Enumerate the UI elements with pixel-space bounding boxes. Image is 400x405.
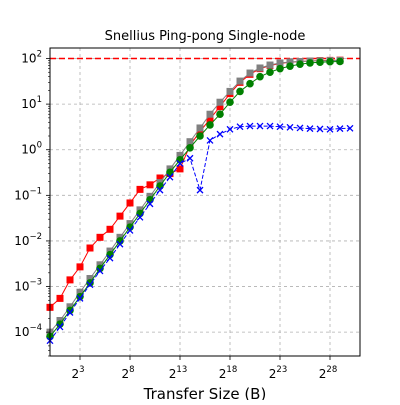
- data-point: [156, 182, 164, 190]
- data-point: [226, 98, 234, 106]
- data-point: [266, 68, 274, 76]
- x-axis-label: Transfer Size (B): [143, 385, 267, 400]
- plot-area: 23 28 213 218 223 228 102 101 100 10−1 10−2 10−3 10−…: [14, 48, 360, 381]
- data-point: [57, 295, 64, 302]
- series-line: [50, 62, 340, 337]
- series-line: [50, 60, 340, 332]
- x-tick-label: 218: [219, 365, 237, 381]
- data-point: [237, 78, 244, 85]
- data-point: [306, 59, 314, 67]
- data-point: [257, 64, 264, 71]
- data-point: [217, 99, 224, 106]
- y-tick-label: 10−2: [14, 232, 42, 248]
- data-point: [147, 181, 154, 188]
- data-point: [127, 199, 134, 206]
- data-point: [296, 60, 304, 68]
- data-point: [227, 88, 234, 95]
- plot-frame: [50, 48, 360, 356]
- y-tick-label: 101: [21, 95, 42, 111]
- data-point: [217, 131, 223, 137]
- x-tick-label: 28: [121, 365, 134, 381]
- series-line: [50, 126, 350, 341]
- data-point: [207, 111, 214, 118]
- data-point: [326, 58, 334, 66]
- data-point: [197, 124, 204, 131]
- data-point: [206, 121, 214, 129]
- x-tick-label: 23: [71, 365, 84, 381]
- series-line: [50, 60, 340, 307]
- y-tick-label: 102: [21, 50, 42, 66]
- series-blue: [47, 123, 353, 344]
- data-point: [187, 155, 193, 161]
- data-point: [97, 234, 104, 241]
- x-tick-label: 223: [269, 365, 287, 381]
- data-point: [107, 226, 114, 233]
- data-point: [256, 73, 264, 81]
- y-tick-label: 100: [21, 141, 42, 157]
- data-point: [267, 62, 274, 69]
- data-point: [137, 186, 144, 193]
- data-point: [236, 88, 244, 96]
- data-point: [77, 263, 84, 270]
- y-tick-label: 10−4: [14, 323, 42, 339]
- x-tick-label: 228: [319, 365, 337, 381]
- data-point: [67, 276, 74, 283]
- y-tick-label: 10−3: [14, 278, 42, 294]
- y-tick-label: 10−1: [14, 186, 42, 202]
- x-tick-label: 213: [169, 365, 187, 381]
- data-point: [276, 65, 284, 73]
- data-point: [196, 132, 204, 140]
- series-gray: [47, 57, 344, 336]
- data-point: [87, 245, 94, 252]
- data-point: [117, 213, 124, 220]
- series-red: [47, 57, 344, 311]
- data-point: [186, 144, 194, 152]
- data-point: [316, 58, 324, 66]
- series-green: [46, 58, 344, 341]
- data-point: [286, 62, 294, 70]
- data-point: [336, 58, 344, 66]
- data-point: [247, 70, 254, 77]
- data-point: [216, 110, 224, 118]
- chart-title: Snellius Ping-pong Single-node: [105, 29, 306, 44]
- data-point: [246, 80, 254, 88]
